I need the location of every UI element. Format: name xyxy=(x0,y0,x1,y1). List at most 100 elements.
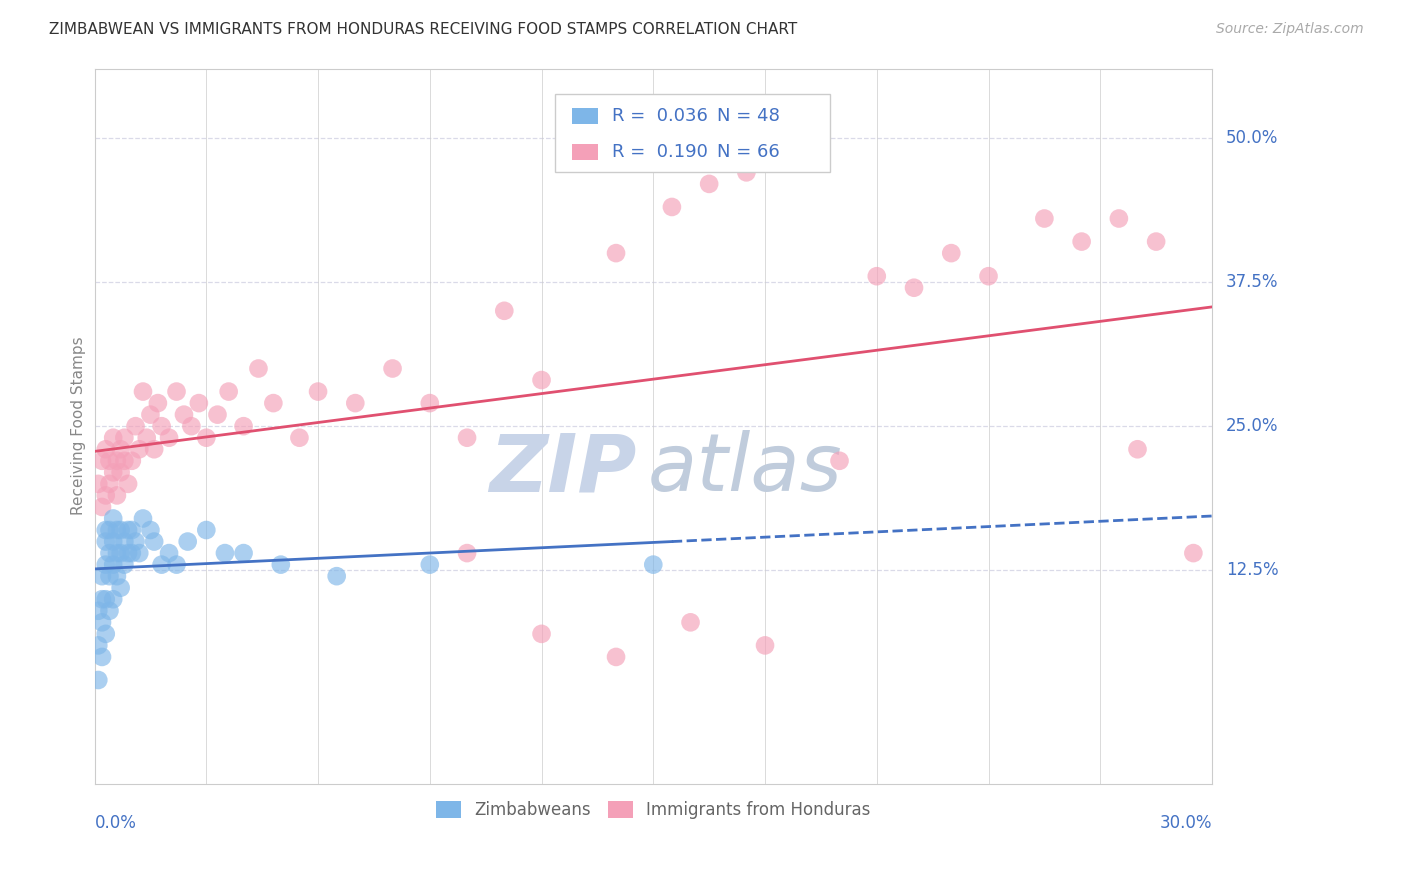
Text: 50.0%: 50.0% xyxy=(1226,128,1278,147)
Point xyxy=(98,476,121,491)
Point xyxy=(117,476,139,491)
Point xyxy=(94,523,117,537)
Point xyxy=(87,476,110,491)
Point xyxy=(105,454,128,468)
Point xyxy=(103,511,125,525)
Point xyxy=(1144,235,1167,249)
Point xyxy=(195,431,218,445)
Point xyxy=(214,546,236,560)
Point xyxy=(157,546,180,560)
Point xyxy=(94,627,117,641)
Point xyxy=(605,246,627,260)
Point xyxy=(232,419,254,434)
Point xyxy=(87,639,110,653)
Point xyxy=(143,442,166,457)
Point xyxy=(679,615,702,630)
Point xyxy=(110,466,132,480)
Point xyxy=(754,639,776,653)
Point xyxy=(176,534,198,549)
Legend: Zimbabweans, Immigrants from Honduras: Zimbabweans, Immigrants from Honduras xyxy=(429,794,877,826)
Point xyxy=(866,269,889,284)
Point xyxy=(110,442,132,457)
Point xyxy=(124,534,146,549)
Text: 12.5%: 12.5% xyxy=(1226,561,1278,580)
Point xyxy=(941,246,963,260)
Y-axis label: Receiving Food Stamps: Receiving Food Stamps xyxy=(72,337,86,516)
Point xyxy=(187,396,209,410)
Point xyxy=(112,431,135,445)
Point xyxy=(146,396,169,410)
Point xyxy=(166,558,188,572)
Point xyxy=(112,534,135,549)
Point xyxy=(121,523,143,537)
Point xyxy=(419,558,441,572)
Point xyxy=(103,534,125,549)
Point xyxy=(98,523,121,537)
Point xyxy=(91,500,114,514)
Point xyxy=(180,419,202,434)
Point xyxy=(105,488,128,502)
Point xyxy=(105,569,128,583)
Point xyxy=(94,534,117,549)
Text: 25.0%: 25.0% xyxy=(1226,417,1278,435)
Point xyxy=(218,384,240,399)
Point xyxy=(157,431,180,445)
Point xyxy=(456,546,478,560)
Point xyxy=(117,546,139,560)
Point xyxy=(91,615,114,630)
Point xyxy=(121,546,143,560)
Point xyxy=(91,569,114,583)
Text: atlas: atlas xyxy=(648,430,842,508)
Point xyxy=(288,431,311,445)
Point xyxy=(117,523,139,537)
Point xyxy=(173,408,195,422)
Point xyxy=(530,627,553,641)
Point xyxy=(1126,442,1149,457)
Point xyxy=(419,396,441,410)
Point xyxy=(270,558,292,572)
Point xyxy=(128,442,150,457)
Point xyxy=(112,558,135,572)
Point xyxy=(98,454,121,468)
Point xyxy=(903,281,925,295)
Point xyxy=(87,673,110,687)
Text: ZIP: ZIP xyxy=(489,430,637,508)
Point xyxy=(530,373,553,387)
Point xyxy=(94,558,117,572)
Point xyxy=(262,396,284,410)
Point xyxy=(94,442,117,457)
Point xyxy=(110,546,132,560)
Point xyxy=(325,569,347,583)
Point xyxy=(112,454,135,468)
Text: N = 48: N = 48 xyxy=(717,107,780,125)
Point xyxy=(98,604,121,618)
Text: N = 66: N = 66 xyxy=(717,143,780,161)
Point xyxy=(166,384,188,399)
Point xyxy=(195,523,218,537)
Point xyxy=(828,454,851,468)
Text: R =  0.036: R = 0.036 xyxy=(612,107,707,125)
Point xyxy=(247,361,270,376)
Point xyxy=(94,592,117,607)
Text: 37.5%: 37.5% xyxy=(1226,273,1278,291)
Point xyxy=(456,431,478,445)
Point xyxy=(105,523,128,537)
Point xyxy=(207,408,229,422)
Point xyxy=(110,581,132,595)
Point xyxy=(381,361,404,376)
Point xyxy=(103,592,125,607)
Text: R =  0.190: R = 0.190 xyxy=(612,143,707,161)
Point xyxy=(605,649,627,664)
Point xyxy=(91,592,114,607)
Point xyxy=(103,431,125,445)
Point xyxy=(121,454,143,468)
Point xyxy=(977,269,1000,284)
Point xyxy=(344,396,367,410)
Point xyxy=(150,419,173,434)
Text: ZIMBABWEAN VS IMMIGRANTS FROM HONDURAS RECEIVING FOOD STAMPS CORRELATION CHART: ZIMBABWEAN VS IMMIGRANTS FROM HONDURAS R… xyxy=(49,22,797,37)
Point xyxy=(1108,211,1130,226)
Point xyxy=(94,488,117,502)
Point xyxy=(139,408,162,422)
Point xyxy=(91,454,114,468)
Point xyxy=(1033,211,1056,226)
